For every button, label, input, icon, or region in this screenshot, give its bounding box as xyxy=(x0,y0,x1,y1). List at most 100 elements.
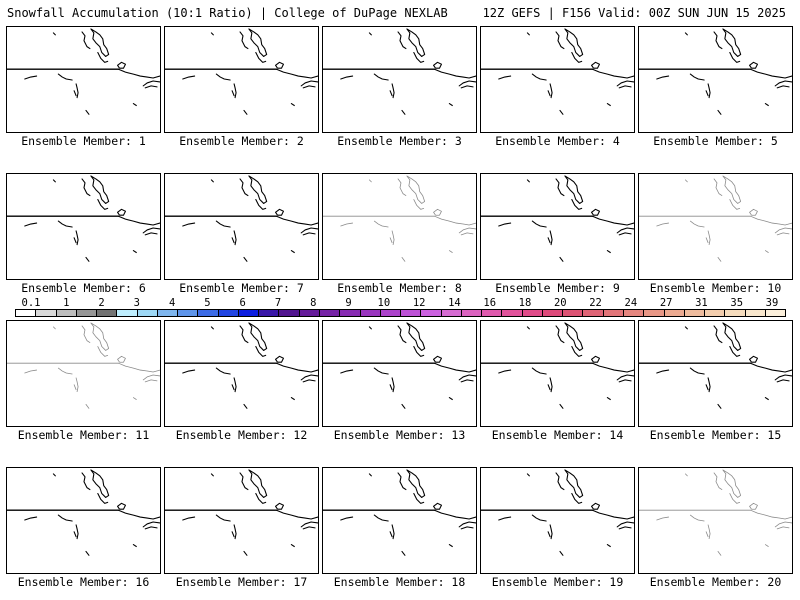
colorbar-cell xyxy=(664,310,685,316)
colorbar-tick-label: 35 xyxy=(730,297,744,309)
ensemble-member-label: Ensemble Member: 2 xyxy=(179,134,304,148)
colorbar-cell xyxy=(583,310,604,316)
map-outline-shape xyxy=(639,28,792,115)
colorbar-tick-label: 0.1 xyxy=(21,297,41,309)
colorbar-cell xyxy=(157,310,179,316)
ensemble-member-map xyxy=(164,320,319,427)
map-outline-shape xyxy=(481,175,634,262)
colorbar-cell xyxy=(684,310,706,316)
colorbar-cell xyxy=(218,310,239,316)
colorbar-tick-label: 2 xyxy=(98,297,105,309)
colorbar-cell xyxy=(745,310,766,316)
colorbar-cell xyxy=(542,310,564,316)
colorbar-cell xyxy=(725,310,746,316)
colorbar-tick-label: 5 xyxy=(204,297,211,309)
map-outline-shape xyxy=(165,28,318,115)
ensemble-member-map xyxy=(638,26,793,133)
colorbar-cell xyxy=(441,310,462,316)
colorbar-cell xyxy=(238,310,260,316)
colorbar-cell xyxy=(482,310,503,316)
colorbar-cell xyxy=(198,310,219,316)
colorbar-cell xyxy=(340,310,361,316)
colorbar-tick-label: 39 xyxy=(765,297,779,309)
colorbar-tick-label: 14 xyxy=(448,297,461,309)
colorbar-tick-label: 4 xyxy=(168,297,176,309)
ensemble-member-map xyxy=(6,320,161,427)
snowfall-colorbar xyxy=(15,309,786,317)
model-run-info: 12Z GEFS | F156 Valid: 00Z SUN JUN 15 20… xyxy=(482,6,786,20)
ensemble-member-map xyxy=(164,26,319,133)
colorbar-cell xyxy=(765,310,786,316)
ensemble-member-map xyxy=(480,173,635,280)
colorbar-tick-label: 22 xyxy=(589,297,602,309)
map-outline-shape xyxy=(639,469,792,556)
colorbar-tick-label: 20 xyxy=(553,297,567,309)
ensemble-member-map xyxy=(164,173,319,280)
ensemble-member-label: Ensemble Member: 3 xyxy=(337,134,462,148)
colorbar-cell xyxy=(36,310,57,316)
colorbar-cell xyxy=(97,310,118,316)
map-outline-shape xyxy=(481,322,634,409)
ensemble-member-label: Ensemble Member: 5 xyxy=(653,134,778,148)
map-title: Snowfall Accumulation (10:1 Ratio) | Col… xyxy=(7,6,448,20)
ensemble-member-label: Ensemble Member: 14 xyxy=(491,428,624,442)
ensemble-member-map xyxy=(322,26,477,133)
map-outline-shape xyxy=(165,469,318,556)
colorbar-tick-label: 7 xyxy=(274,297,282,309)
colorbar-tick-label: 6 xyxy=(239,297,246,309)
colorbar-cell xyxy=(705,310,726,316)
map-outline-shape xyxy=(7,28,160,115)
ensemble-member-map xyxy=(480,26,635,133)
ensemble-member-map xyxy=(6,173,161,280)
map-outline-shape xyxy=(165,322,318,409)
map-outline-shape xyxy=(7,469,160,556)
map-outline-shape xyxy=(639,175,792,262)
colorbar-cell xyxy=(502,310,523,316)
colorbar-tick-label: 1 xyxy=(63,297,70,309)
colorbar-cell xyxy=(380,310,402,316)
colorbar-cell xyxy=(401,310,422,316)
ensemble-member-label: Ensemble Member: 15 xyxy=(649,428,782,442)
colorbar-cell xyxy=(319,310,341,316)
colorbar-tick-label: 16 xyxy=(483,297,497,309)
ensemble-member-map xyxy=(6,26,161,133)
map-outline-shape xyxy=(7,322,160,409)
map-outline-shape xyxy=(481,28,634,115)
colorbar-tick-label: 24 xyxy=(624,297,638,309)
map-outline-shape xyxy=(323,322,476,409)
colorbar-cell xyxy=(56,310,77,316)
ensemble-member-map xyxy=(322,320,477,427)
ensemble-member-label: Ensemble Member: 17 xyxy=(175,575,308,589)
ensemble-member-map xyxy=(322,467,477,574)
ensemble-member-label: Ensemble Member: 16 xyxy=(17,575,150,589)
colorbar-cell xyxy=(461,310,483,316)
colorbar-cell xyxy=(259,310,280,316)
ensemble-member-map xyxy=(480,467,635,574)
colorbar-cell xyxy=(279,310,300,316)
map-outline-shape xyxy=(323,175,476,262)
colorbar-tick-label: 10 xyxy=(377,297,391,309)
ensemble-member-label: Ensemble Member: 7 xyxy=(179,281,304,295)
colorbar-cell xyxy=(117,310,138,316)
colorbar-cell xyxy=(299,310,320,316)
ensemble-member-label: Ensemble Member: 11 xyxy=(17,428,150,442)
ensemble-member-map xyxy=(6,467,161,574)
ensemble-member-label: Ensemble Member: 19 xyxy=(491,575,624,589)
colorbar-tick-label: 27 xyxy=(659,297,673,309)
ensemble-member-map xyxy=(480,320,635,427)
ensemble-member-label: Ensemble Member: 6 xyxy=(21,281,146,295)
ensemble-member-label: Ensemble Member: 9 xyxy=(495,281,620,295)
colorbar-cell xyxy=(603,310,624,316)
map-outline-shape xyxy=(7,175,160,262)
ensemble-member-label: Ensemble Member: 8 xyxy=(337,281,462,295)
colorbar-cell xyxy=(178,310,199,316)
ensemble-member-map xyxy=(638,467,793,574)
colorbar-cell xyxy=(137,310,158,316)
ensemble-member-map xyxy=(638,320,793,427)
ensemble-member-label: Ensemble Member: 13 xyxy=(333,428,466,442)
colorbar-tick-label: 3 xyxy=(133,297,141,309)
colorbar-tick-label: 18 xyxy=(518,297,532,309)
map-outline-shape xyxy=(639,322,792,409)
map-outline-shape xyxy=(323,28,476,115)
colorbar-cell xyxy=(623,310,645,316)
